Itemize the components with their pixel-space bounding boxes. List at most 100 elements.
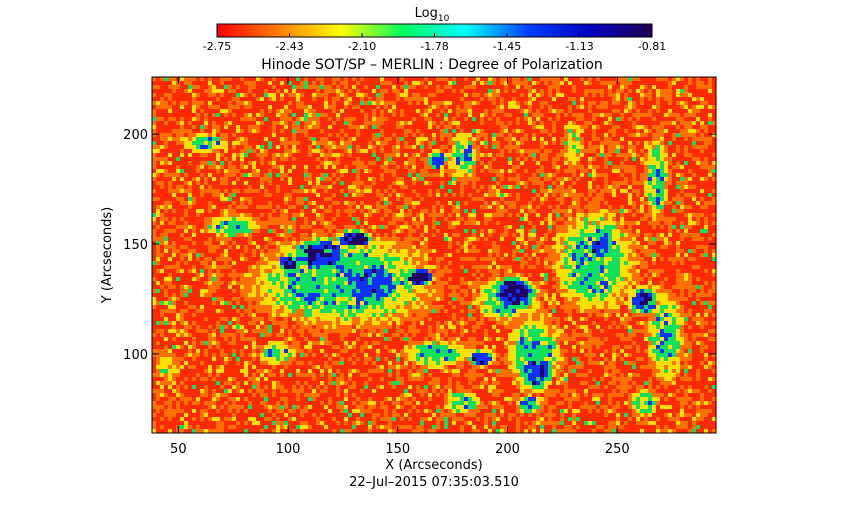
heatmap-cell [284, 233, 288, 237]
heatmap-cell [424, 277, 428, 281]
heatmap-cell [192, 305, 196, 309]
heatmap-cell [420, 313, 424, 317]
heatmap-cell [524, 289, 528, 293]
heatmap-cell [324, 93, 328, 97]
heatmap-cell [516, 157, 520, 161]
heatmap-cell [324, 101, 328, 105]
heatmap-cell [564, 77, 568, 81]
heatmap-cell [316, 93, 320, 97]
heatmap-cell [520, 241, 524, 245]
heatmap-cell [568, 165, 572, 169]
heatmap-cell [520, 153, 524, 157]
heatmap-cell [608, 189, 612, 193]
heatmap-cell [332, 285, 336, 289]
heatmap-cell [552, 129, 556, 133]
heatmap-cell [464, 109, 468, 113]
heatmap-cell [648, 293, 652, 297]
heatmap-cell [344, 285, 348, 289]
heatmap-cell [600, 273, 604, 277]
heatmap-cell [592, 233, 596, 237]
heatmap-cell [688, 225, 692, 229]
heatmap-cell [612, 237, 616, 241]
heatmap-cell [212, 277, 216, 281]
heatmap-cell [464, 161, 468, 165]
heatmap-cell [396, 225, 400, 229]
heatmap-cell [696, 81, 700, 85]
heatmap-cell [612, 133, 616, 137]
heatmap-cell [264, 253, 268, 257]
heatmap-cell [564, 301, 568, 305]
heatmap-cell [216, 273, 220, 277]
heatmap-cell [684, 205, 688, 209]
heatmap-cell [376, 313, 380, 317]
heatmap-cell [424, 289, 428, 293]
heatmap-cell [536, 177, 540, 181]
heatmap-cell [508, 269, 512, 273]
heatmap-cell [328, 185, 332, 189]
heatmap-cell [656, 313, 660, 317]
heatmap-cell [436, 277, 440, 281]
heatmap-cell [260, 261, 264, 265]
heatmap-cell [348, 309, 352, 313]
heatmap-cell [404, 273, 408, 277]
heatmap-cell [312, 113, 316, 117]
heatmap-cell [240, 141, 244, 145]
heatmap-cell [588, 193, 592, 197]
heatmap-cell [576, 265, 580, 269]
heatmap-cell [636, 245, 640, 249]
heatmap-cell [424, 137, 428, 141]
heatmap-cell [492, 277, 496, 281]
heatmap-cell [556, 89, 560, 93]
heatmap-cell [380, 265, 384, 269]
heatmap-cell [640, 293, 644, 297]
heatmap-cell [496, 301, 500, 305]
heatmap-cell [528, 117, 532, 121]
heatmap-cell [524, 245, 528, 249]
heatmap-cell [272, 285, 276, 289]
heatmap-cell [484, 113, 488, 117]
heatmap-cell [516, 293, 520, 297]
heatmap-cell [380, 305, 384, 309]
heatmap-cell [468, 313, 472, 317]
heatmap-cell [328, 277, 332, 281]
heatmap-cell [712, 301, 716, 305]
heatmap-cell [652, 197, 656, 201]
heatmap-cell [648, 177, 652, 181]
heatmap-cell [248, 221, 252, 225]
heatmap-cell [512, 129, 516, 133]
heatmap-cell [660, 281, 664, 285]
heatmap-cell [372, 277, 376, 281]
heatmap-cell [380, 297, 384, 301]
heatmap-cell [216, 169, 220, 173]
heatmap-cell [584, 297, 588, 301]
heatmap-cell [592, 101, 596, 105]
heatmap-cell [592, 177, 596, 181]
heatmap-cell [548, 93, 552, 97]
heatmap-cell [172, 209, 176, 213]
heatmap-cell [220, 217, 224, 221]
heatmap-cell [628, 225, 632, 229]
heatmap-cell [536, 93, 540, 97]
heatmap-cell [416, 285, 420, 289]
heatmap-cell [444, 237, 448, 241]
heatmap-cell [356, 81, 360, 85]
heatmap-cell [280, 301, 284, 305]
heatmap-cell [680, 305, 684, 309]
heatmap-cell [192, 249, 196, 253]
heatmap-cell [480, 133, 484, 137]
heatmap-cell [428, 105, 432, 109]
heatmap-cell [532, 137, 536, 141]
heatmap-cell [296, 117, 300, 121]
heatmap-cell [452, 161, 456, 165]
heatmap-cell [388, 169, 392, 173]
heatmap-cell [464, 301, 468, 305]
heatmap-cell [260, 301, 264, 305]
heatmap-cell [208, 81, 212, 85]
heatmap-cell [356, 281, 360, 285]
heatmap-cell [384, 237, 388, 241]
heatmap-cell [244, 149, 248, 153]
heatmap-cell [624, 177, 628, 181]
heatmap-cell [436, 89, 440, 93]
heatmap-cell [364, 213, 368, 217]
heatmap-cell [160, 241, 164, 245]
